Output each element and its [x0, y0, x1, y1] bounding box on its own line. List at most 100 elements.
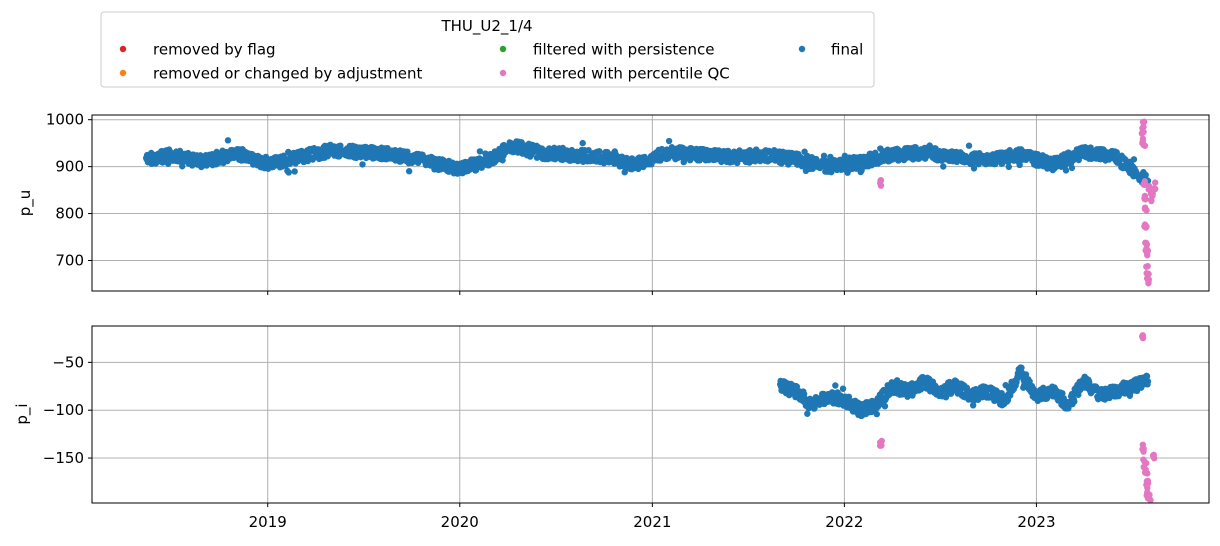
data-point [585, 147, 592, 154]
data-point [1147, 196, 1155, 204]
data-point [1059, 390, 1066, 397]
data-point [1146, 491, 1153, 498]
x-tick-label: 2023 [1017, 513, 1055, 531]
p-u-axes-frame [91, 114, 1210, 292]
p-i-gridlines [92, 326, 1209, 503]
y-tick-label: −100 [43, 401, 84, 419]
y-tick-label: 900 [55, 158, 84, 176]
x-tick-label: 2019 [249, 513, 287, 531]
data-point [1143, 270, 1150, 277]
data-point [1022, 371, 1030, 378]
legend-label: filtered with persistence [533, 41, 714, 59]
data-point [940, 163, 947, 170]
data-point [405, 168, 413, 175]
x-tick-label: 2020 [441, 513, 479, 531]
data-point [291, 168, 298, 175]
data-point [1005, 163, 1013, 171]
panel-p-i: −50 −100 −150 p_i [13, 325, 1210, 507]
data-point [1150, 451, 1157, 459]
data-point [1142, 247, 1149, 254]
data-point [845, 393, 853, 400]
data-point [1140, 181, 1147, 188]
legend-title: THU_U2_1/4 [440, 17, 532, 36]
data-point [1150, 185, 1158, 192]
p-u-ylabel: p_u [16, 190, 35, 217]
data-point [665, 137, 673, 145]
data-point [359, 161, 366, 168]
p-i-ticks: −50 −100 −150 [43, 353, 1037, 507]
data-point [1139, 138, 1146, 145]
legend-marker [798, 45, 806, 53]
y-tick-label: 700 [55, 251, 84, 269]
data-point [832, 382, 839, 389]
data-point [1062, 167, 1070, 174]
data-point [970, 165, 978, 172]
data-point [1138, 130, 1146, 137]
series-filtered-with-percentile-qc [876, 118, 1159, 287]
data-point [1139, 334, 1147, 341]
legend-label: filtered with percentile QC [533, 65, 730, 83]
data-point [839, 385, 847, 392]
legend-label: removed by flag [153, 41, 276, 59]
data-point [224, 137, 232, 144]
data-point [1147, 496, 1154, 504]
data-point [1139, 118, 1147, 126]
data-point [1143, 275, 1151, 282]
data-point [1143, 263, 1150, 270]
legend-marker [499, 45, 507, 53]
data-point [1141, 205, 1149, 213]
data-point [1151, 179, 1159, 186]
legend-entry-filtered-with-percentile-qc: filtered with percentile QC [499, 65, 730, 83]
legend-marker [499, 69, 507, 77]
data-point [1143, 373, 1151, 380]
data-point [1113, 149, 1120, 156]
x-tick-label: 2021 [633, 513, 671, 531]
legend-entry-final: final [798, 41, 863, 59]
data-point [878, 442, 885, 449]
p-u-points [142, 118, 1159, 287]
data-point [1140, 448, 1147, 455]
data-point [476, 148, 484, 155]
legend-entry-filtered-with-persistence: filtered with persistence [499, 41, 714, 59]
data-point [546, 145, 553, 152]
y-tick-label: 800 [55, 205, 84, 223]
p-u-gridlines [92, 115, 1209, 291]
legend-entry-removed-by-flag: removed by flag [119, 41, 276, 59]
p-i-axes-frame [91, 325, 1210, 504]
data-point [1068, 164, 1076, 172]
data-point [1143, 223, 1150, 230]
legend-label: final [831, 41, 863, 59]
data-point [965, 142, 973, 149]
data-point [337, 142, 344, 149]
data-point [881, 403, 889, 410]
series-filtered-with-percentile-qc [876, 332, 1158, 504]
data-point [1144, 378, 1152, 385]
legend-frame [100, 11, 875, 88]
legend-entry-removed-or-changed-by-adjustment: removed or changed by adjustment [119, 65, 422, 83]
data-point [1142, 466, 1149, 473]
data-point [858, 167, 865, 174]
x-tick-label: 2022 [825, 513, 863, 531]
data-point [1142, 171, 1149, 179]
data-point [1006, 392, 1014, 399]
data-point [1085, 379, 1093, 386]
p-u-ticks: 700 800 900 1000 [46, 111, 1037, 295]
p-i-ylabel: p_i [13, 403, 32, 424]
data-point [1071, 398, 1078, 405]
data-point [285, 169, 292, 176]
data-point [1141, 194, 1148, 202]
data-point [1142, 239, 1150, 247]
series-final [142, 137, 1152, 188]
p-i-points [776, 332, 1158, 504]
data-point [179, 163, 186, 170]
data-point [873, 410, 880, 418]
data-point [1018, 364, 1025, 371]
series-final [776, 364, 1152, 420]
legend-marker [119, 45, 127, 53]
y-tick-label: 1000 [46, 111, 84, 129]
legend-label: removed or changed by adjustment [153, 65, 422, 83]
data-point [804, 410, 811, 417]
data-point [1144, 484, 1151, 492]
legend-marker [119, 69, 127, 77]
